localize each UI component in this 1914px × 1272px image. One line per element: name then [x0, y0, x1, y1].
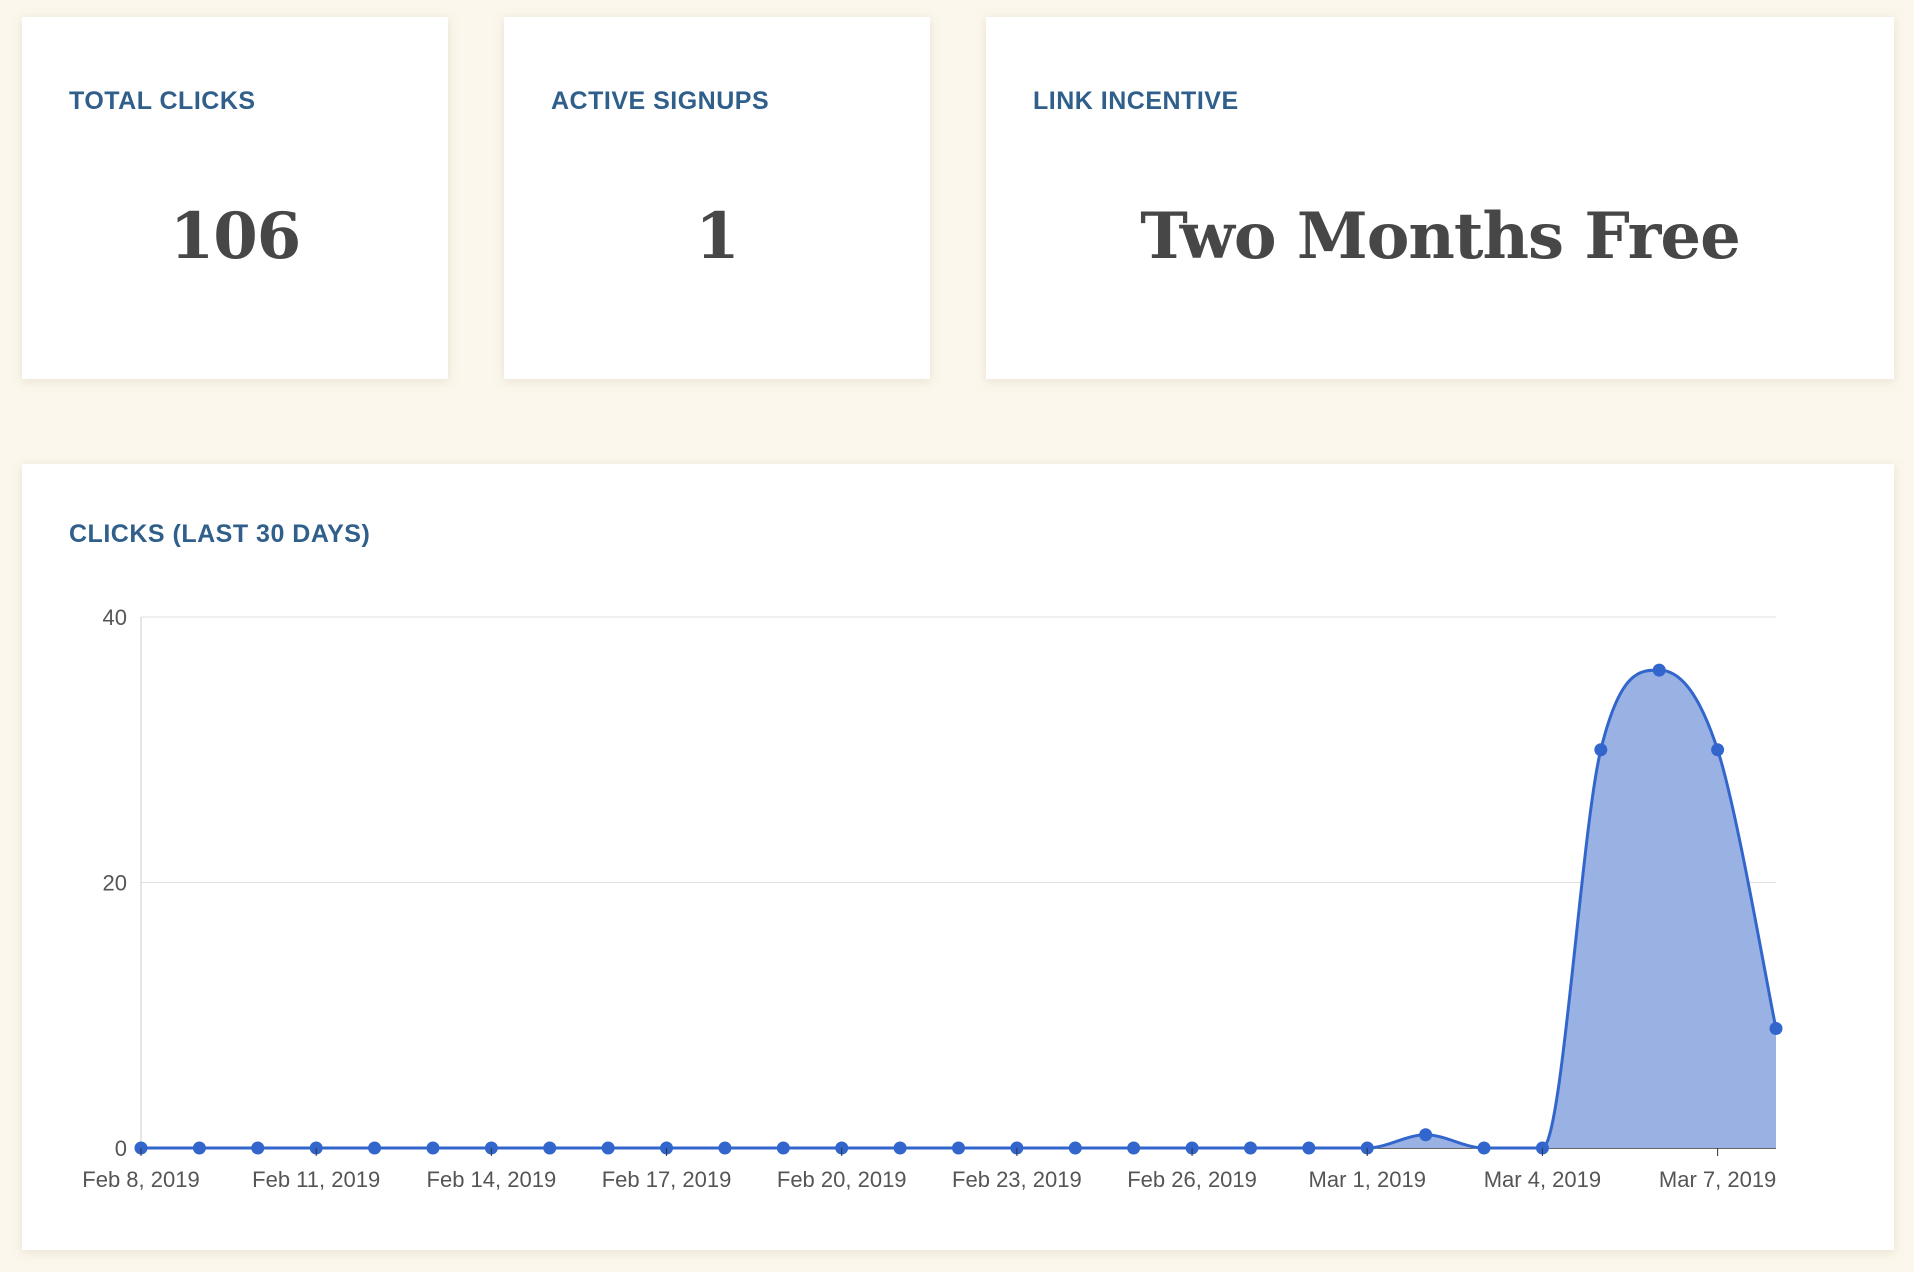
data-point [368, 1141, 382, 1155]
link-incentive-card: LINK INCENTIVE Two Months Free [986, 17, 1894, 379]
active-signups-label: ACTIVE SIGNUPS [551, 87, 770, 115]
x-tick-label: Feb 20, 2019 [777, 1167, 907, 1192]
data-point [601, 1141, 615, 1155]
data-point [1419, 1128, 1433, 1142]
y-tick-label: 40 [103, 605, 127, 630]
data-point [1711, 743, 1725, 757]
clicks-area-chart: 0 20 40 Feb 8, 2019 Feb 11, 2019 Feb 14, 2019… [82, 605, 1783, 1192]
data-point [543, 1141, 557, 1155]
data-point [1068, 1141, 1082, 1155]
x-tick-label: Mar 1, 2019 [1309, 1167, 1426, 1192]
total-clicks-value: 106 [169, 199, 302, 274]
chart-title: CLICKS (LAST 30 DAYS) [69, 520, 371, 548]
x-tick-label: Mar 7, 2019 [1659, 1167, 1776, 1192]
x-tick-label: Feb 8, 2019 [82, 1167, 199, 1192]
data-point [426, 1141, 440, 1155]
data-point [1127, 1141, 1141, 1155]
link-incentive-value: Two Months Free [1140, 199, 1741, 274]
x-tick-label: Feb 23, 2019 [952, 1167, 1082, 1192]
clicks-chart-card: CLICKS (LAST 30 DAYS) 0 20 40 Feb 8, 2019 Fe… [22, 464, 1894, 1250]
link-incentive-label: LINK INCENTIVE [1033, 87, 1239, 115]
data-point [1594, 743, 1608, 757]
data-point [718, 1141, 732, 1155]
series-area [141, 670, 1776, 1148]
x-tick-label: Mar 4, 2019 [1484, 1167, 1601, 1192]
total-clicks-card: TOTAL CLICKS 106 [22, 17, 448, 379]
y-tick-label: 0 [115, 1136, 127, 1161]
data-point [192, 1141, 206, 1155]
x-tick-label: Feb 26, 2019 [1127, 1167, 1257, 1192]
x-tick-label: Feb 14, 2019 [427, 1167, 557, 1192]
data-point [952, 1141, 965, 1155]
x-tick-label: Feb 17, 2019 [602, 1167, 732, 1192]
data-point [1652, 663, 1666, 677]
y-tick-label: 20 [103, 871, 127, 896]
series-line [140, 668, 1778, 1150]
data-point [1302, 1141, 1316, 1155]
data-point [1769, 1022, 1783, 1036]
data-point [251, 1141, 265, 1155]
data-point [1477, 1141, 1491, 1155]
active-signups-card: ACTIVE SIGNUPS 1 [504, 17, 930, 379]
total-clicks-label: TOTAL CLICKS [69, 87, 256, 115]
active-signups-value: 1 [695, 199, 740, 274]
data-point [1243, 1141, 1257, 1155]
data-point [893, 1141, 907, 1155]
x-tick-label: Feb 11, 2019 [252, 1167, 380, 1192]
data-point [776, 1141, 790, 1155]
